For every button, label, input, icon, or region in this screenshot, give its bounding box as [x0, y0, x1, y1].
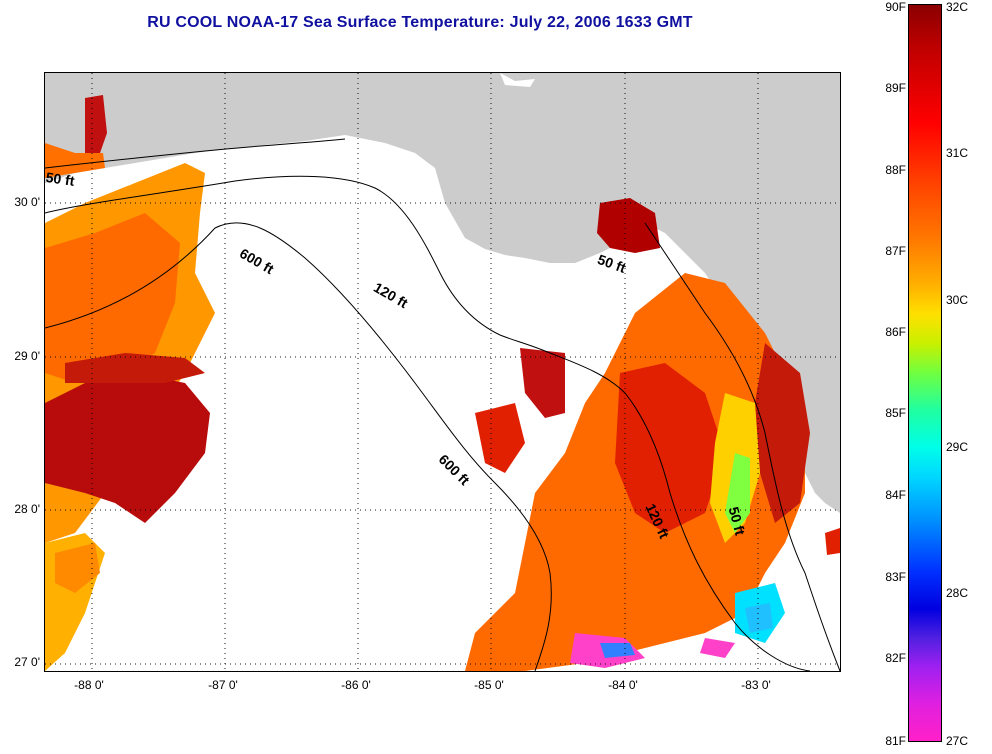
- colorbar-c-28: 28C: [946, 586, 969, 600]
- temperature-colorbar: [908, 4, 942, 742]
- lon-tick-84: -84 0': [608, 678, 638, 692]
- land-mass: [45, 73, 840, 513]
- lon-tick-83: -83 0': [741, 678, 771, 692]
- colorbar-f-90: 90F: [885, 0, 906, 14]
- colorbar-c-29: 29C: [946, 440, 969, 454]
- colorbar-f-83: 83F: [885, 570, 906, 584]
- colorbar-f-88: 88F: [885, 163, 906, 177]
- lat-tick-28: 28 0': [14, 502, 40, 516]
- lat-tick-27: 27 0': [14, 655, 40, 669]
- map-canvas: [45, 73, 840, 671]
- colorbar-c-30: 30C: [946, 293, 969, 307]
- colorbar-c-32: 32C: [946, 0, 969, 14]
- contour-600ft: [45, 222, 552, 671]
- colorbar-f-84: 84F: [885, 488, 906, 502]
- colorbar-f-89: 89F: [885, 81, 906, 95]
- sst-patches-west: [45, 95, 215, 671]
- lon-tick-87: -87 0': [208, 678, 238, 692]
- colorbar-f-86: 86F: [885, 325, 906, 339]
- colorbar-f-82: 82F: [885, 651, 906, 665]
- chart-title: RU COOL NOAA-17 Sea Surface Temperature:…: [147, 14, 693, 31]
- colorbar-f-87: 87F: [885, 244, 906, 258]
- lat-tick-29: 29 0': [14, 349, 40, 363]
- contour-50ft-west: [45, 138, 346, 169]
- bathymetry-contours: [45, 138, 840, 671]
- colorbar-f-85: 85F: [885, 406, 906, 420]
- contour-50ft-east: [644, 222, 840, 671]
- colorbar-f-81: 81F: [885, 734, 906, 748]
- lon-tick-85: -85 0': [474, 678, 504, 692]
- contour-120ft: [45, 175, 811, 671]
- lat-tick-30: 30 0': [14, 195, 40, 209]
- colorbar-c-27: 27C: [946, 734, 969, 748]
- bay-shape: [500, 73, 535, 87]
- colorbar-c-31: 31C: [946, 146, 969, 160]
- lon-tick-86: -86 0': [341, 678, 371, 692]
- lon-tick-88: -88 0': [74, 678, 104, 692]
- sst-map[interactable]: 50 ft 600 ft 120 ft 600 ft 50 ft 120 ft …: [44, 72, 841, 672]
